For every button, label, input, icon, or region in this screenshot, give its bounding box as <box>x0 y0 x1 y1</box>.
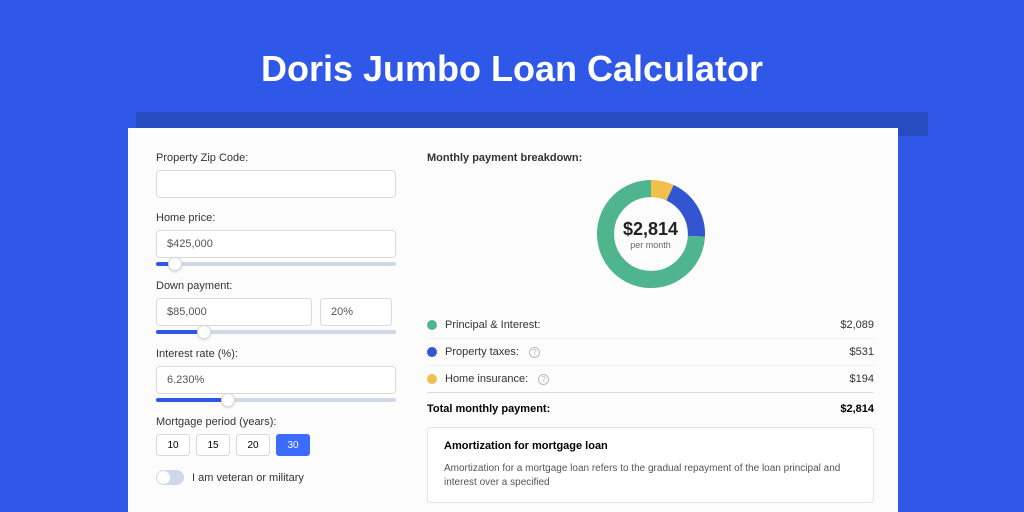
legend-row: Property taxes:? $531 <box>427 339 874 366</box>
donut-sub: per month <box>630 240 671 250</box>
period-option-30[interactable]: 30 <box>276 434 310 456</box>
period-option-10[interactable]: 10 <box>156 434 190 456</box>
total-row: Total monthly payment: $2,814 <box>427 393 874 427</box>
legend-label: Principal & Interest: <box>445 319 540 331</box>
period-option-20[interactable]: 20 <box>236 434 270 456</box>
info-icon[interactable]: ? <box>538 374 549 385</box>
period-option-15[interactable]: 15 <box>196 434 230 456</box>
period-group: Mortgage period (years): 10 15 20 30 <box>156 416 403 456</box>
legend-label: Home insurance: <box>445 373 528 385</box>
legend-value: $194 <box>850 373 874 385</box>
total-value: $2,814 <box>840 403 874 415</box>
interest-rate-input[interactable] <box>156 366 396 394</box>
payment-donut-chart: $2,814 per month <box>591 174 711 294</box>
veteran-toggle[interactable] <box>156 470 184 485</box>
legend-dot-icon <box>427 374 437 384</box>
page-title: Doris Jumbo Loan Calculator <box>0 0 1024 122</box>
legend-row: Principal & Interest: $2,089 <box>427 312 874 339</box>
amortization-block: Amortization for mortgage loan Amortizat… <box>427 427 874 503</box>
zip-field-group: Property Zip Code: <box>156 152 403 198</box>
interest-rate-label: Interest rate (%): <box>156 348 403 360</box>
legend-dot-icon <box>427 347 437 357</box>
down-payment-label: Down payment: <box>156 280 403 292</box>
home-price-slider[interactable] <box>156 262 396 266</box>
home-price-label: Home price: <box>156 212 403 224</box>
down-payment-pct-input[interactable] <box>320 298 392 326</box>
down-payment-group: Down payment: <box>156 280 403 334</box>
down-payment-slider[interactable] <box>156 330 396 334</box>
interest-rate-slider[interactable] <box>156 398 396 402</box>
donut-wrap: $2,814 per month <box>427 174 874 294</box>
legend-row: Home insurance:? $194 <box>427 366 874 393</box>
info-icon[interactable]: ? <box>529 347 540 358</box>
legend-value: $2,089 <box>840 319 874 331</box>
breakdown-title: Monthly payment breakdown: <box>427 152 874 164</box>
down-payment-input[interactable] <box>156 298 312 326</box>
home-price-input[interactable] <box>156 230 396 258</box>
veteran-label: I am veteran or military <box>192 472 304 484</box>
period-label: Mortgage period (years): <box>156 416 403 428</box>
veteran-toggle-row: I am veteran or military <box>156 470 403 485</box>
legend-value: $531 <box>850 346 874 358</box>
zip-label: Property Zip Code: <box>156 152 403 164</box>
amortization-title: Amortization for mortgage loan <box>444 440 857 452</box>
calculator-card: Property Zip Code: Home price: Down paym… <box>128 128 898 512</box>
legend-label: Property taxes: <box>445 346 519 358</box>
breakdown-panel: Monthly payment breakdown: $2,814 per mo… <box>403 128 898 512</box>
legend-dot-icon <box>427 320 437 330</box>
home-price-group: Home price: <box>156 212 403 266</box>
form-panel: Property Zip Code: Home price: Down paym… <box>128 128 403 512</box>
amortization-text: Amortization for a mortgage loan refers … <box>444 462 857 490</box>
total-label: Total monthly payment: <box>427 403 550 415</box>
interest-rate-group: Interest rate (%): <box>156 348 403 402</box>
donut-amount: $2,814 <box>623 219 678 240</box>
zip-input[interactable] <box>156 170 396 198</box>
